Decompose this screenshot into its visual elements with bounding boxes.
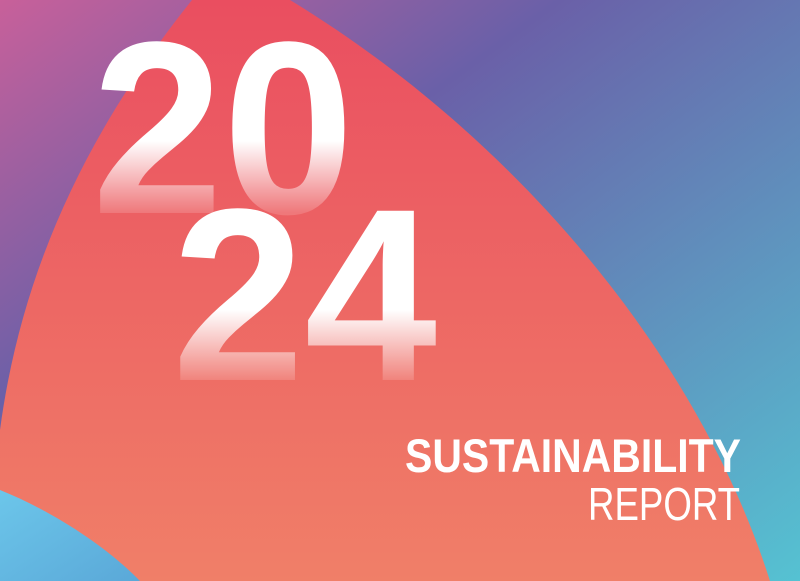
coral-shape [0, 0, 770, 581]
blue-circle [0, 490, 140, 581]
report-subtitle: REPORT [588, 478, 740, 530]
report-title: SUSTAINABILITY [405, 429, 741, 482]
year-bottom: 24 [172, 158, 437, 433]
year-top: 20 [92, 0, 354, 266]
